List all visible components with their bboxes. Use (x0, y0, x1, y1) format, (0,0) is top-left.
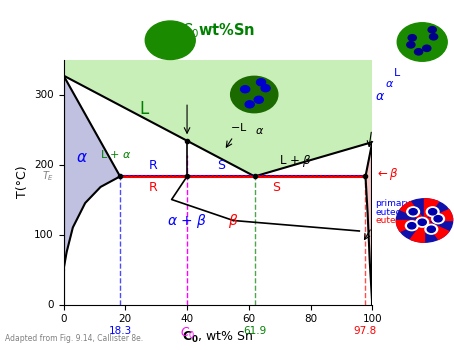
Text: R: R (149, 181, 158, 194)
Text: $\alpha$: $\alpha$ (431, 208, 439, 218)
Polygon shape (365, 142, 372, 304)
Text: $\beta$: $\beta$ (228, 211, 238, 230)
Text: $\alpha$: $\alpha$ (385, 79, 394, 89)
Text: S: S (217, 159, 225, 172)
Text: $\beta$: $\beta$ (431, 216, 439, 230)
Text: L: L (394, 69, 400, 78)
Text: $\alpha$: $\alpha$ (428, 199, 436, 210)
Text: $C_0$: $C_0$ (180, 326, 194, 341)
Polygon shape (64, 60, 372, 176)
Text: 18.3: 18.3 (109, 326, 132, 336)
Text: 61.9: 61.9 (243, 326, 266, 336)
Text: eutectic: eutectic (375, 208, 412, 217)
Text: $\alpha$: $\alpha$ (76, 150, 88, 165)
X-axis label: $\mathbf{C_0}$, wt% Sn: $\mathbf{C_0}$, wt% Sn (182, 330, 254, 345)
Polygon shape (64, 76, 120, 270)
Y-axis label: T(°C): T(°C) (15, 166, 29, 198)
Text: $\alpha$ + $\beta$: $\alpha$ + $\beta$ (167, 211, 207, 230)
Text: L + $\beta$: L + $\beta$ (279, 153, 311, 169)
Text: $C_0$wt%Sn: $C_0$wt%Sn (181, 21, 255, 40)
Text: $\alpha$: $\alpha$ (375, 90, 385, 103)
Text: R: R (149, 159, 158, 172)
Text: Adapted from Fig. 9.14, Callister 8e.: Adapted from Fig. 9.14, Callister 8e. (5, 334, 143, 343)
Text: $\leftarrow\beta$: $\leftarrow\beta$ (375, 166, 399, 182)
Text: $T_E$: $T_E$ (42, 169, 54, 183)
Text: $\alpha$: $\alpha$ (255, 126, 264, 136)
Text: 97.8: 97.8 (354, 326, 377, 336)
Text: L + $\alpha$: L + $\alpha$ (100, 148, 132, 160)
Text: L: L (139, 99, 148, 118)
Text: primary: primary (375, 199, 411, 209)
Text: eutectic: eutectic (375, 216, 412, 225)
Text: $-$L: $-$L (230, 121, 248, 133)
Text: S: S (272, 181, 280, 194)
